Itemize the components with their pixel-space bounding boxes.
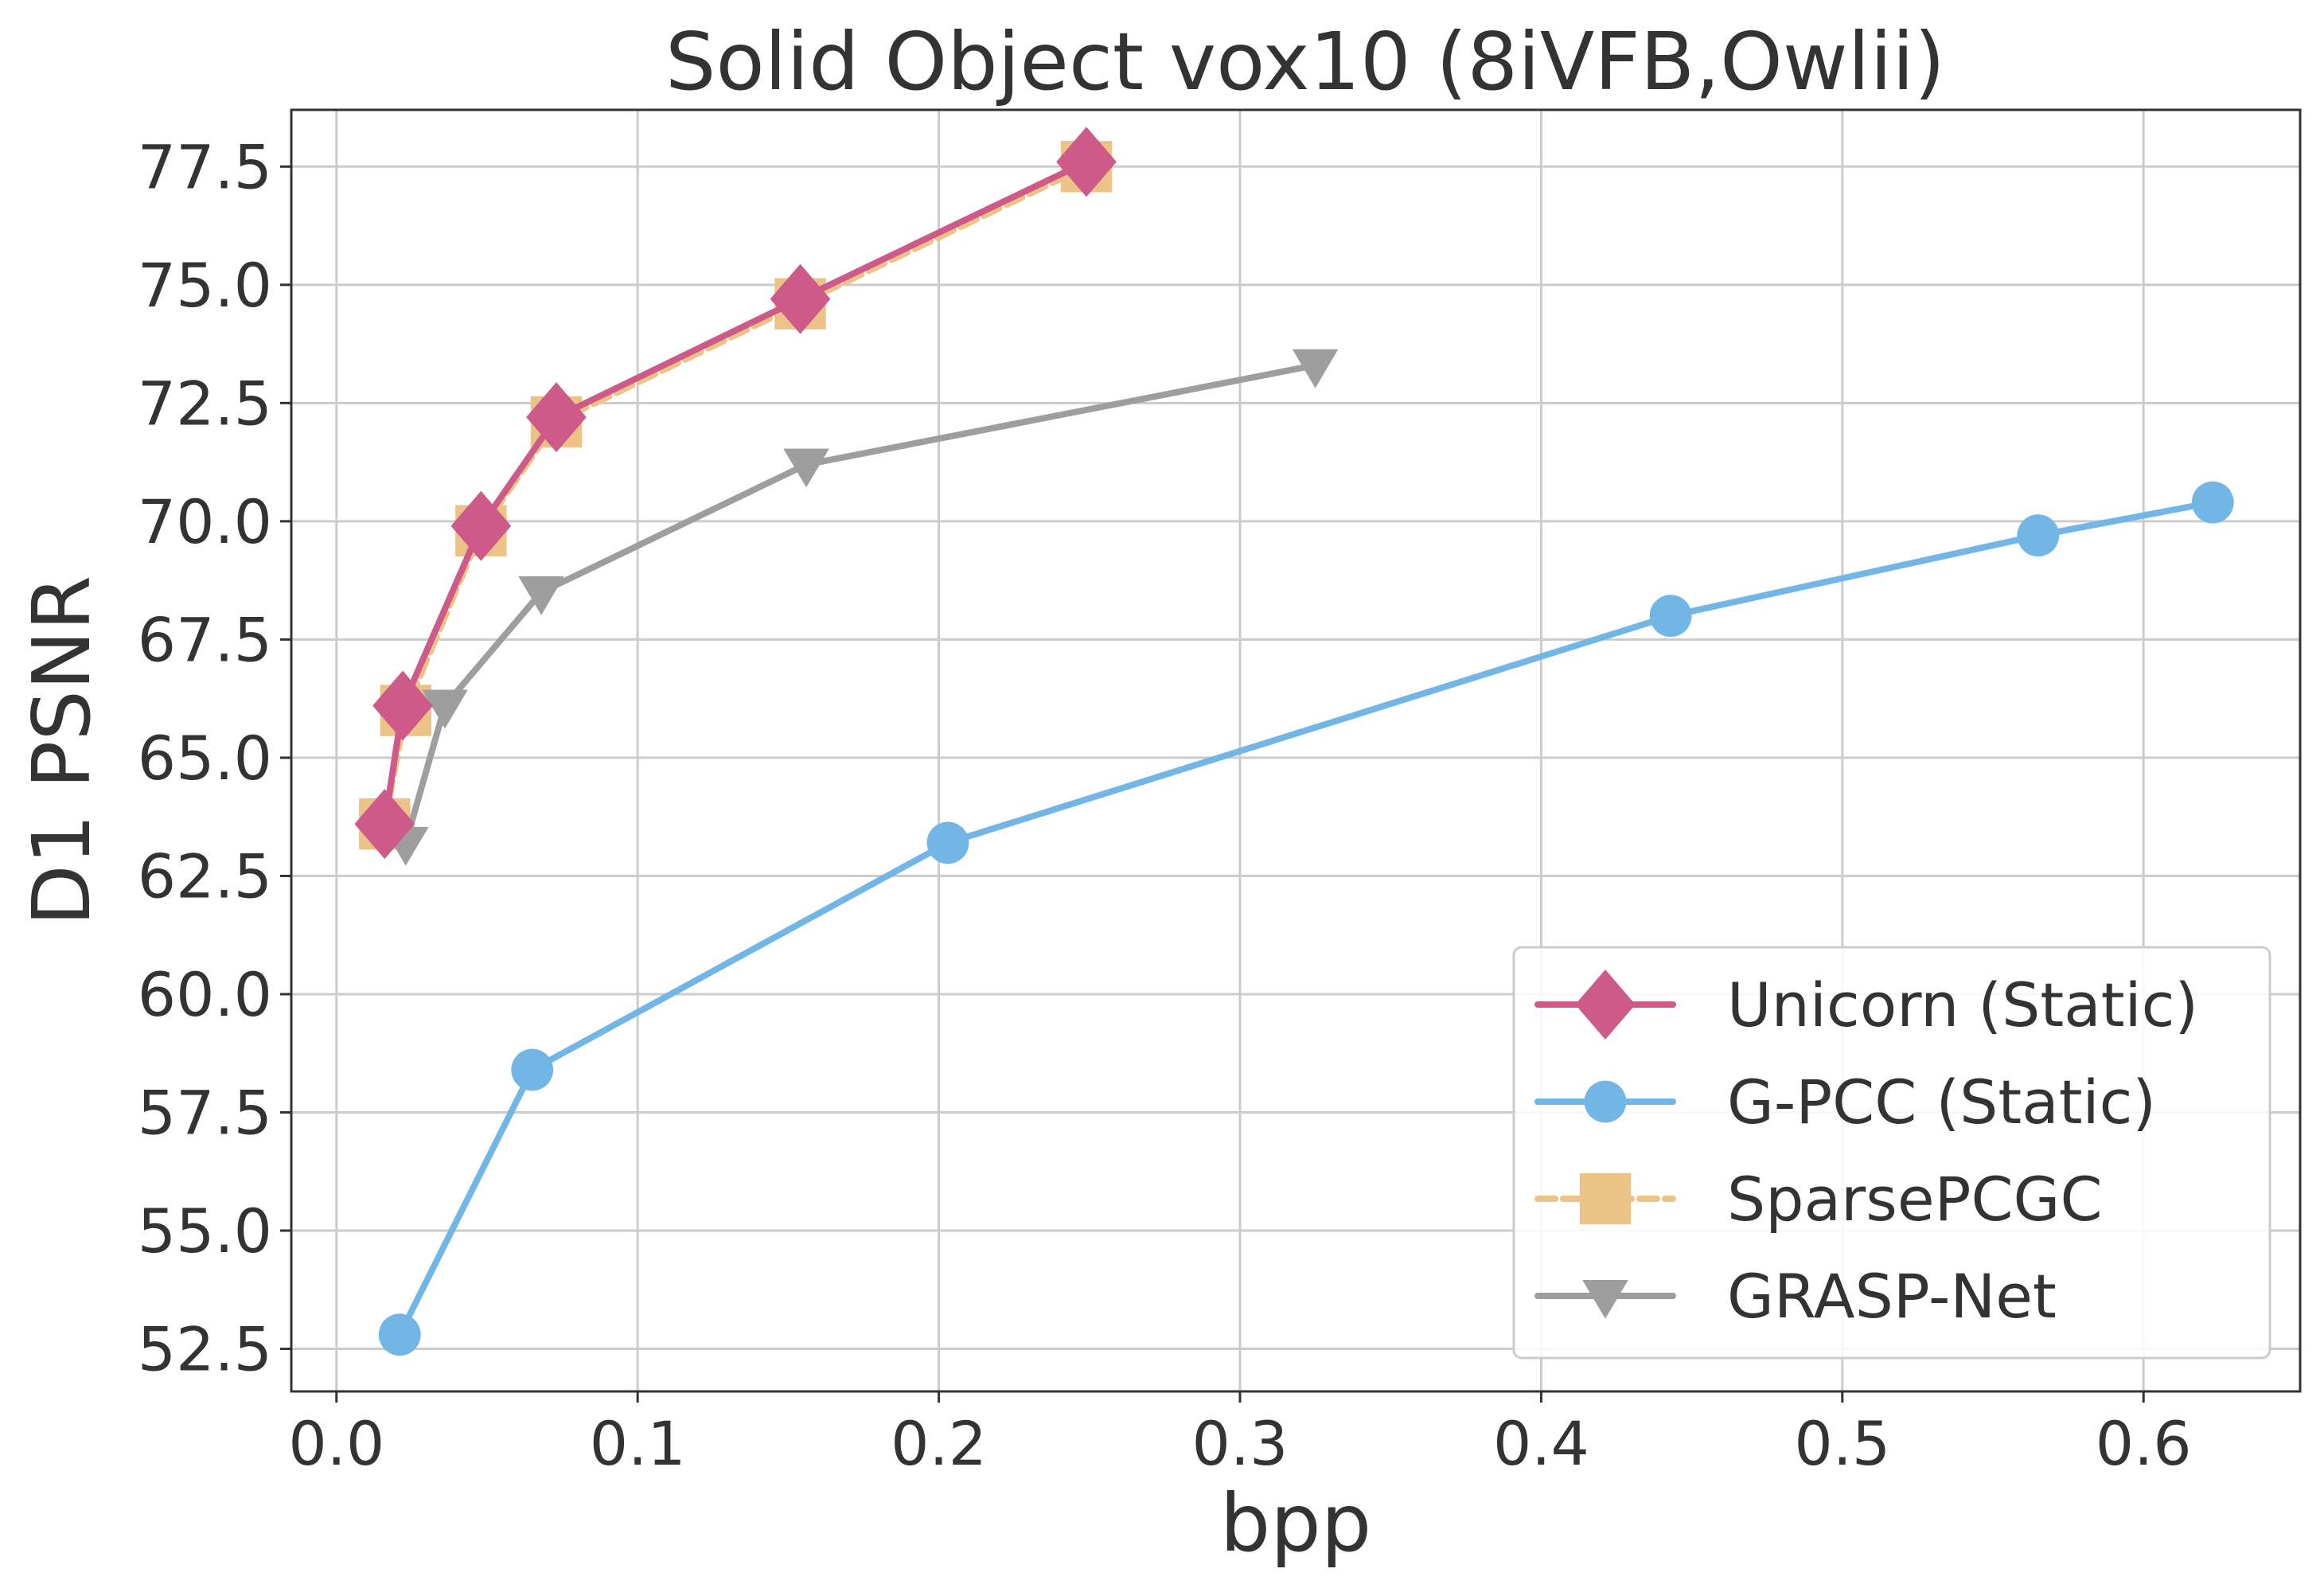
- y-tick-label: 57.5: [138, 1077, 272, 1148]
- data-point-unicorn-static: [372, 670, 433, 741]
- y-tick-label: 67.5: [138, 604, 272, 675]
- data-point-grasp-net: [518, 576, 564, 615]
- plot-frame: [290, 108, 2302, 1393]
- y-axis-title: D1 PSNR: [15, 576, 108, 926]
- series-g-pcc-static: [378, 481, 2234, 1356]
- legend-marker: [1575, 970, 1636, 1040]
- data-point-unicorn-static: [354, 789, 415, 860]
- legend-marker: [1582, 1280, 1628, 1319]
- legend-marker: [1579, 1173, 1632, 1225]
- y-tick-label: 60.0: [138, 959, 272, 1030]
- data-point-g-pcc-static: [378, 1313, 421, 1356]
- data-point-g-pcc-static: [511, 1048, 554, 1091]
- x-axis-ticks: 0.0 0.1 0.2 0.3 0.4 0.5 0.6: [288, 1391, 2192, 1479]
- y-tick-label: 72.5: [138, 368, 272, 439]
- y-tick-label: 52.5: [138, 1314, 272, 1385]
- series-grasp-net: [382, 349, 1339, 866]
- legend-entry-unicorn-static: Unicorn (Static): [1534, 970, 2198, 1040]
- data-point-unicorn-static: [770, 263, 831, 334]
- y-tick-label: 70.0: [138, 486, 272, 557]
- legend-label: SparsePCGC: [1727, 1164, 2103, 1235]
- data-point-unicorn-static: [1056, 127, 1117, 197]
- legend: Unicorn (Static) G-PCC (Static) SparsePCGC…: [1512, 946, 2271, 1360]
- x-tick-label: 0.6: [2096, 1408, 2192, 1479]
- legend-box: [1512, 946, 2271, 1360]
- x-tick-label: 0.5: [1794, 1408, 1890, 1479]
- plot-series: [354, 127, 2234, 1356]
- x-tick-label: 0.3: [1192, 1408, 1289, 1479]
- x-tick-label: 0.2: [891, 1408, 987, 1479]
- y-tick-label: 75.0: [138, 250, 272, 321]
- data-point-grasp-net: [783, 448, 829, 488]
- data-point-unicorn-static: [450, 490, 512, 561]
- x-tick-label: 0.0: [288, 1408, 384, 1479]
- series-line-g-pcc-static: [396, 499, 2217, 1338]
- y-tick-label: 55.0: [138, 1196, 272, 1266]
- series-unicorn-static: [354, 127, 1117, 860]
- legend-label: Unicorn (Static): [1727, 970, 2198, 1040]
- legend-label: GRASP-Net: [1727, 1261, 2057, 1332]
- legend-entry-grasp-net: GRASP-Net: [1534, 1261, 2057, 1332]
- data-point-grasp-net: [422, 689, 468, 729]
- data-point-g-pcc-static: [2191, 481, 2234, 524]
- data-point-unicorn-static: [526, 382, 587, 453]
- chart-title: Solid Object vox10 (8iVFB,Owlii): [665, 15, 1945, 108]
- x-axis-title: bpp: [1220, 1477, 1371, 1570]
- legend-marker: [1584, 1080, 1627, 1123]
- y-tick-label: 77.5: [138, 131, 272, 202]
- data-point-g-pcc-static: [926, 821, 969, 864]
- legend-entry-g-pcc-static: G-PCC (Static): [1534, 1067, 2156, 1137]
- grid: [291, 110, 2300, 1391]
- data-point-grasp-net: [1292, 349, 1339, 388]
- data-point-g-pcc-static: [2017, 514, 2060, 557]
- y-tick-label: 62.5: [138, 841, 272, 911]
- y-tick-label: 65.0: [138, 723, 272, 794]
- x-tick-label: 0.4: [1493, 1408, 1589, 1479]
- legend-label: G-PCC (Static): [1727, 1067, 2156, 1137]
- x-tick-label: 0.1: [590, 1408, 686, 1479]
- y-axis-ticks: 52.5 55.0 57.5 60.0 62.5 65.0 67.5 70.0 72.5 75.0…: [138, 131, 291, 1385]
- series-line-unicorn-static: [381, 158, 1090, 828]
- data-point-g-pcc-static: [1649, 595, 1692, 638]
- legend-entry-sparsepcgc: SparsePCGC: [1534, 1164, 2103, 1235]
